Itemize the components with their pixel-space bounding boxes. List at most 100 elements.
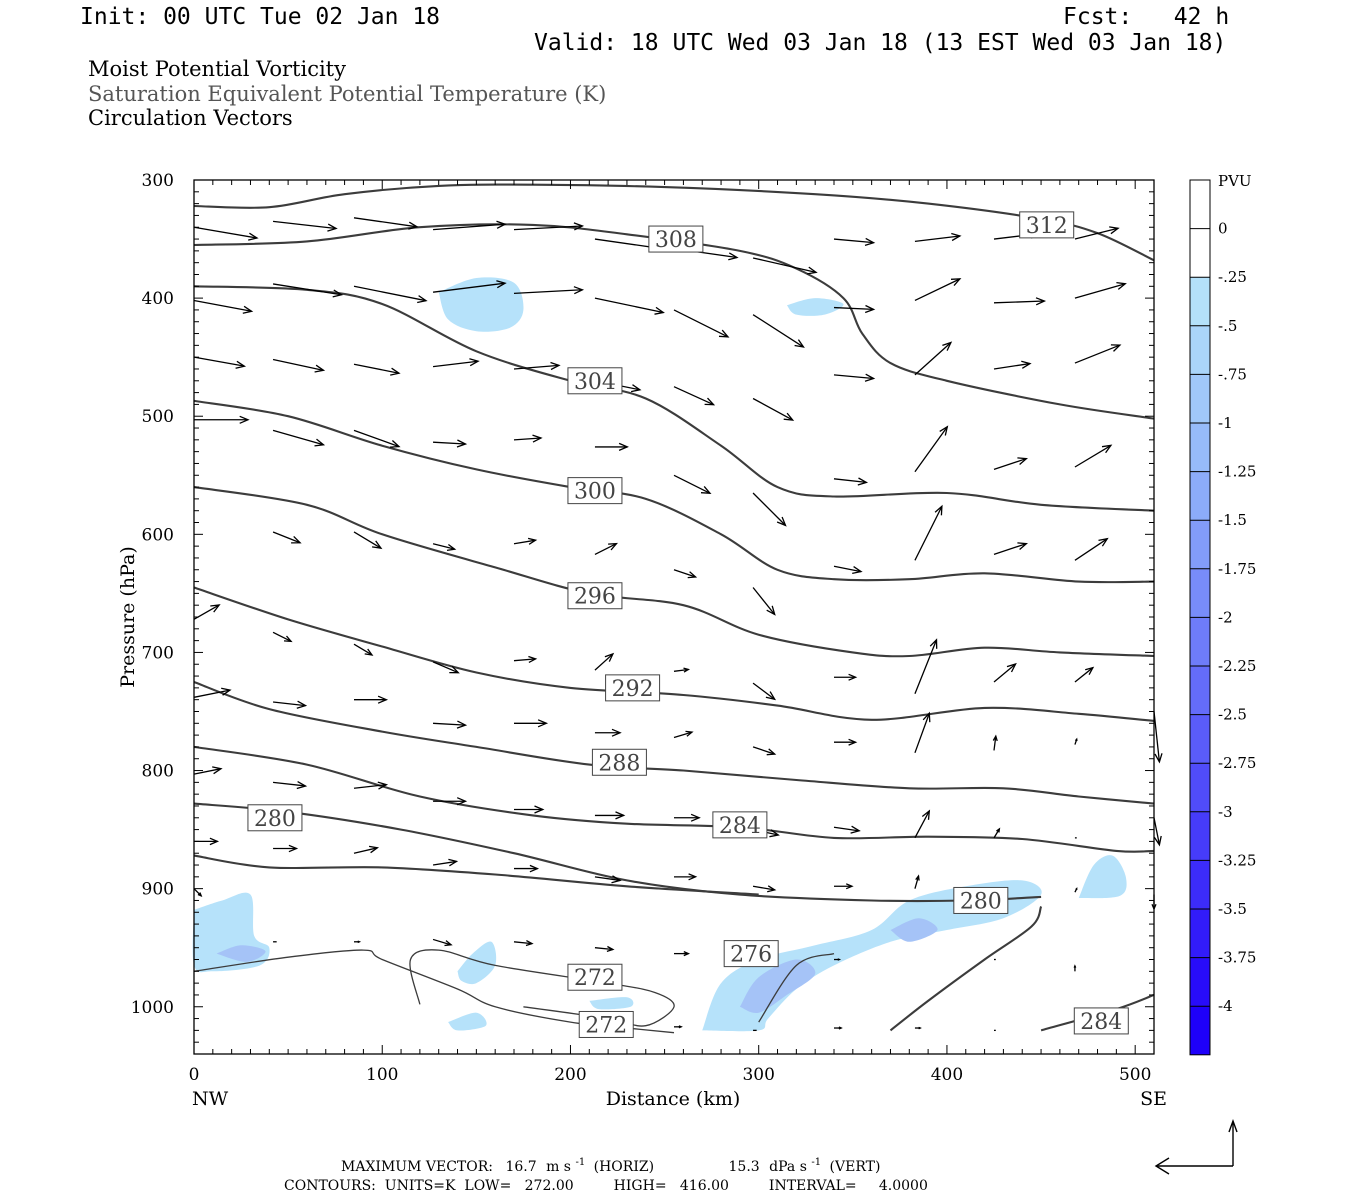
vector-arrow	[1074, 737, 1078, 745]
contour-label-text: 284	[1080, 1010, 1122, 1035]
vector-arrow	[513, 286, 585, 295]
vector-arrow	[272, 531, 302, 544]
colorbar-swatch	[1190, 714, 1210, 764]
vector-arrow	[674, 951, 691, 957]
colorbar-label: -4	[1218, 997, 1233, 1015]
y-tick-label: 1000	[131, 998, 174, 1018]
forecast-hour: Fcst: 42 h	[1063, 4, 1230, 30]
vector-arrow	[193, 766, 223, 775]
contour-label: 284	[1073, 1007, 1129, 1035]
vector-arrow	[193, 356, 247, 369]
colorbar-swatch	[1190, 374, 1210, 423]
y-tick-label: 300	[142, 171, 174, 191]
mpv-region	[739, 959, 816, 1014]
vector-arrow	[673, 386, 716, 406]
vector-arrow	[914, 278, 962, 302]
field-title-mpv: Moist Potential Vorticity	[88, 57, 346, 81]
vector-arrow	[914, 1026, 922, 1030]
contour-info: CONTOURS: UNITS=K LOW= 272.00 HIGH= 416.…	[284, 1178, 928, 1194]
vector-arrow	[834, 738, 858, 746]
theta-e-contours	[193, 183, 1155, 1034]
field-title-theta-es: Saturation Equivalent Potential Temperat…	[88, 82, 607, 106]
contour-label: 288	[591, 748, 647, 776]
svg-text:MAXIMUM VECTOR: 16.7 m: MAXIMUM VECTOR: 16.7 m s -1 (HORIZ) 15.3…	[341, 1153, 880, 1175]
vector-arrow	[594, 945, 615, 953]
vector-arrow	[514, 864, 540, 873]
vector-arrow	[1074, 344, 1122, 364]
contour-label: 280	[953, 886, 1009, 914]
vector-arrow	[272, 700, 308, 709]
vector-arrow	[993, 542, 1028, 556]
contour-label: 280	[247, 804, 303, 832]
theta-e-contour-276	[758, 952, 835, 1023]
vector-arrow	[834, 883, 854, 890]
colorbar-swatch	[1190, 325, 1210, 375]
colorbar-label: -2.75	[1218, 754, 1256, 772]
mpv-region	[438, 277, 524, 332]
vector-arrow	[193, 888, 203, 897]
max-vector-horiz-tag: (HORIZ)	[594, 1159, 654, 1175]
colorbar-swatch	[1190, 666, 1210, 715]
colorbar-label: -2	[1218, 608, 1233, 626]
colorbar-swatch	[1190, 520, 1210, 569]
contour-label: 312	[1019, 211, 1075, 239]
vector-arrow	[833, 304, 876, 314]
colorbar-swatch	[1190, 228, 1210, 278]
theta-e-contour-308	[193, 223, 1155, 420]
theta-e-contour-284	[193, 745, 1155, 853]
colorbar-swatch	[1190, 568, 1210, 618]
vector-arrow	[673, 569, 698, 579]
valid-time: Valid: 18 UTC Wed 03 Jan 18 (13 EST Wed …	[534, 30, 1227, 56]
colorbar-label: -3.5	[1218, 900, 1247, 918]
vector-arrow	[272, 631, 293, 643]
colorbar-label: -1.25	[1218, 463, 1256, 481]
contour-label-text: 308	[655, 228, 697, 253]
vector-arrow	[993, 297, 1047, 306]
theta-e-contour-272	[409, 949, 675, 1027]
x-tick-label: 100	[366, 1065, 398, 1085]
vector-arrow	[833, 373, 876, 382]
colorbar-label: -.5	[1218, 317, 1237, 335]
mpv-region	[890, 918, 938, 942]
vector-arrow	[752, 492, 787, 527]
colorbar-swatch	[1190, 471, 1210, 521]
x-tick-label: 500	[1119, 1065, 1151, 1085]
contour-label-text: 284	[719, 814, 761, 839]
vector-arrow	[993, 360, 1032, 370]
vector-arrow	[1074, 537, 1109, 561]
x-end-label-left: NW	[192, 1088, 229, 1110]
vector-arrow	[594, 442, 629, 451]
x-tick-label: 0	[189, 1065, 200, 1085]
contour-label-text: 272	[585, 1013, 627, 1038]
vector-arrow	[353, 217, 419, 230]
vector-arrow	[673, 474, 712, 495]
vector-arrow	[674, 1025, 683, 1029]
vector-arrow	[354, 695, 389, 704]
vector-arrow	[594, 728, 622, 737]
vector-arrow	[193, 687, 232, 698]
colorbar-swatch	[1190, 1006, 1210, 1055]
vector-arrow	[1074, 887, 1078, 893]
x-tick-label: 400	[931, 1065, 963, 1085]
contour-label-text: 312	[1026, 214, 1068, 239]
colorbar-swatch	[1190, 423, 1210, 472]
colorbar-swatch	[1190, 909, 1210, 958]
vector-arrow	[432, 938, 453, 947]
vector-arrow	[514, 805, 545, 814]
vector-arrow	[353, 643, 374, 656]
vector-arrow	[432, 358, 480, 368]
y-tick-label: 700	[142, 643, 174, 663]
contour-label-text: 280	[254, 807, 296, 832]
colorbar-label: -2.5	[1218, 706, 1247, 724]
contour-label: 300	[567, 477, 623, 505]
contour-label-text: 300	[574, 480, 616, 505]
vector-arrow	[673, 667, 691, 673]
colorbar-title: PVU	[1218, 172, 1252, 190]
vector-arrow	[272, 220, 338, 232]
vector-arrow	[513, 537, 538, 545]
contour-label-text: 304	[574, 370, 616, 395]
vector-arrow	[673, 730, 694, 739]
vector-arrow	[194, 415, 250, 424]
contour-label: 292	[605, 674, 661, 702]
vector-arrow	[834, 1026, 843, 1030]
